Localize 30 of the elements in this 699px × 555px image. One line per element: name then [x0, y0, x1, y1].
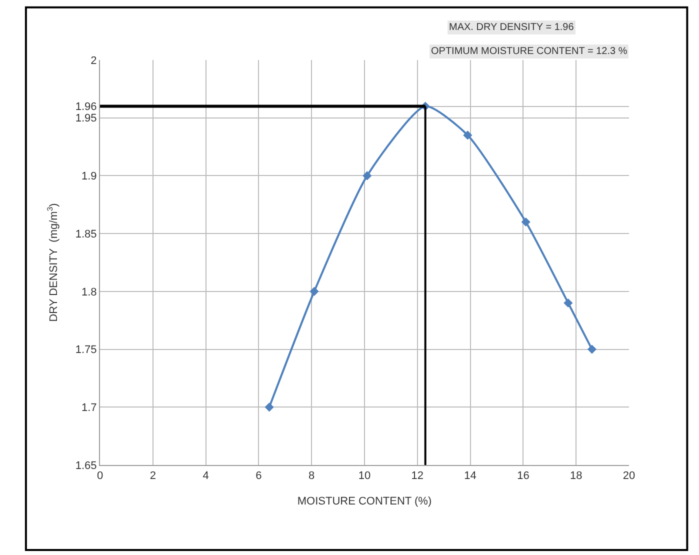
point [310, 286, 319, 296]
y-tick-label: 1.9 [82, 170, 97, 183]
point [564, 298, 573, 308]
y-tick-label: 1.96 [75, 101, 97, 114]
y-tick-label: 2 [90, 54, 97, 67]
x-tick-label: 10 [358, 470, 371, 482]
x-tick-label: 0 [96, 470, 104, 482]
text: MAX. DRY DENSITY = 1.96 [449, 22, 574, 33]
point [264, 402, 274, 412]
y-tick-label: 1.85 [75, 228, 97, 240]
y-tick-label: 1.65 [75, 460, 97, 472]
y-tick-label: 1.95 [75, 112, 97, 125]
x-tick-label: 2 [150, 470, 156, 482]
point [521, 217, 530, 227]
x-tick-label: 4 [202, 470, 209, 482]
point [362, 171, 372, 180]
y-tick-label: 1.7 [82, 402, 97, 414]
x-tick-label: 16 [517, 470, 530, 482]
y-tick-label: 1.75 [75, 344, 97, 356]
y-tick-label: 1.8 [82, 286, 97, 298]
x-tick-label: 6 [256, 470, 262, 482]
x-axis-title: MOISTURE CONTENT (%) [297, 495, 432, 508]
x-tick-label: 20 [622, 470, 636, 482]
x-tick-label: 18 [570, 470, 582, 482]
point [587, 344, 597, 354]
x-tick-label: 14 [464, 470, 476, 482]
x-tick-label: 8 [308, 470, 315, 482]
point [463, 130, 472, 140]
text: OPTIMUM MOISTURE CONTENT = 12.3 % [431, 46, 628, 57]
x-tick-label: 12 [411, 470, 424, 482]
